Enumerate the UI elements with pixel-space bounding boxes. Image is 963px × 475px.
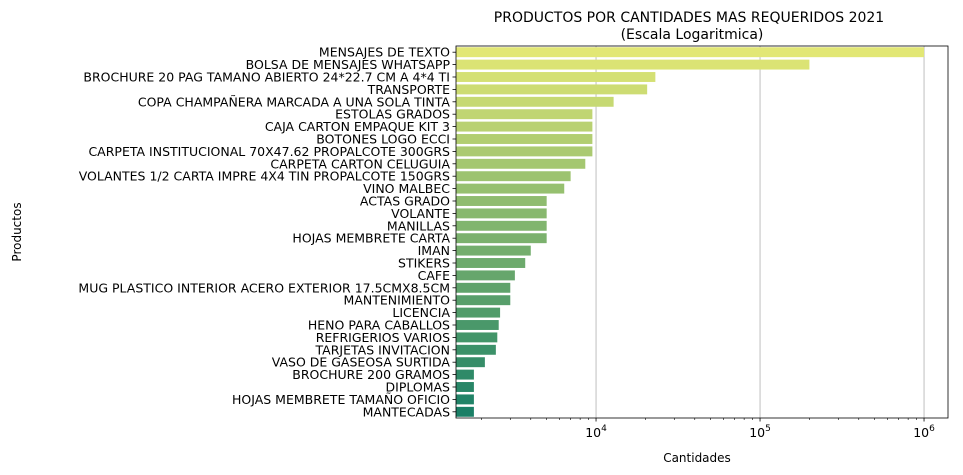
y-tick-label: REFRIGERIOS VARIOS xyxy=(316,330,450,345)
bar xyxy=(456,72,656,82)
bar xyxy=(456,406,474,417)
y-tick-label: CAJA CARTON EMPAQUE KIT 3 xyxy=(265,119,450,134)
bar xyxy=(456,84,648,95)
chart-title: PRODUCTOS POR CANTIDADES MAS REQUERIDOS … xyxy=(494,10,884,26)
bar xyxy=(456,171,571,182)
bar xyxy=(456,134,593,144)
bar xyxy=(456,270,515,281)
y-tick-label: BOTONES LOGO ECCI xyxy=(316,132,450,147)
y-tick-label: VINO MALBEC xyxy=(363,181,450,196)
y-tick-label: MANILLAS xyxy=(387,218,450,233)
y-tick-label: ESTOLAS GRADOS xyxy=(335,107,450,122)
bar xyxy=(456,382,474,392)
y-tick-label: ACTAS GRADO xyxy=(360,194,450,209)
y-tick-label: VOLANTES 1/2 CARTA IMPRE 4X4 TIN PROPALC… xyxy=(79,169,450,184)
bar xyxy=(456,357,485,368)
y-tick-label: TRANSPORTE xyxy=(367,82,450,97)
y-tick-label: MUG PLASTICO INTERIOR ACERO EXTERIOR 17.… xyxy=(78,280,450,295)
y-tick-label: HOJAS MEMBRETE CARTA xyxy=(292,231,450,246)
y-tick-label: VASO DE GASEOSA SURTIDA xyxy=(272,355,451,370)
bar xyxy=(456,332,498,343)
bar xyxy=(456,233,547,244)
y-tick-label: MANTENIMIENTO xyxy=(344,293,451,308)
bar xyxy=(456,369,474,380)
y-tick-label: IMAN xyxy=(418,243,450,258)
bar xyxy=(456,282,511,293)
bar xyxy=(456,307,501,318)
bar xyxy=(456,394,474,405)
bar xyxy=(456,344,496,355)
y-tick-label: LICENCIA xyxy=(392,305,450,320)
y-tick-label: CAFE xyxy=(418,268,450,283)
x-axis-label: Cantidades xyxy=(663,451,731,465)
y-tick-label: MANTECADAS xyxy=(363,404,450,419)
chart-subtitle: (Escala Logaritmica) xyxy=(621,27,764,43)
y-tick-label: CARPETA CARTON CELUGUIA xyxy=(270,156,450,171)
bar xyxy=(456,121,593,132)
bar xyxy=(456,320,499,330)
bar xyxy=(456,220,547,231)
y-tick-label: DIPLOMAS xyxy=(386,380,451,395)
bar xyxy=(456,208,547,219)
bar xyxy=(456,295,511,306)
bar xyxy=(456,109,593,120)
y-tick-label: TARJETAS INVITACION xyxy=(315,342,451,357)
bar xyxy=(456,196,547,206)
x-tick-label: 104 xyxy=(585,424,607,440)
bar xyxy=(456,245,531,256)
y-axis-label: Productos xyxy=(10,202,24,261)
y-tick-label: BOLSA DE MENSAJES WHATSAPP xyxy=(246,57,451,72)
bar xyxy=(456,47,925,58)
y-tick-label: VOLANTE xyxy=(391,206,450,221)
y-tick-label: HOJAS MEMBRETE TAMAÑO OFICIO xyxy=(232,392,450,407)
bar xyxy=(456,59,810,70)
bar xyxy=(456,158,586,169)
y-tick-label: HENO PARA CABALLOS xyxy=(308,318,450,333)
y-tick-label: BROCHURE 20 PAG TAMANO ABIERTO 24*22.7 C… xyxy=(83,70,450,85)
y-tick-label: STIKERS xyxy=(398,256,450,271)
y-tick-label: COPA CHAMPAÑERA MARCADA A UNA SOLA TINTA xyxy=(138,94,451,109)
bar xyxy=(456,258,526,268)
y-tick-label: BROCHURE 200 GRAMOS xyxy=(292,367,450,382)
y-tick-label: MENSAJES DE TEXTO xyxy=(319,45,450,60)
bar xyxy=(456,146,593,157)
bar xyxy=(456,96,614,107)
y-tick-label: CARPETA INSTITUCIONAL 70X47.62 PROPALCOT… xyxy=(88,144,450,159)
x-tick-label: 106 xyxy=(913,424,935,440)
bar xyxy=(456,183,565,194)
plot-frame xyxy=(455,45,949,419)
x-tick-label: 105 xyxy=(749,424,771,440)
